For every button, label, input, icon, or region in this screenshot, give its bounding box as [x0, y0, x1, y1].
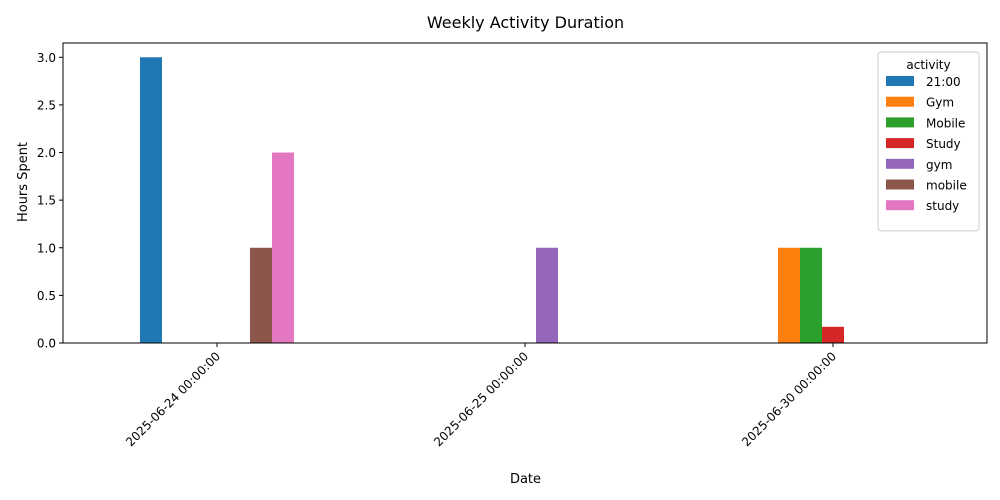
x-tick-label: 2025-06-30 00:00:00 — [739, 349, 839, 449]
bar-study-2 — [822, 326, 844, 343]
legend-swatch — [886, 158, 914, 169]
legend-label: gym — [926, 158, 952, 172]
bar-21-00-0 — [140, 57, 162, 343]
legend-label: Study — [926, 137, 961, 151]
bar-mobile-0 — [250, 247, 272, 343]
legend-swatch — [886, 76, 914, 86]
y-tick-label: 3.0 — [37, 51, 56, 65]
legend: activity 21:00 Gym Mobile Study gym mobile stud… — [877, 51, 980, 232]
y-tick-label: 1.0 — [37, 241, 56, 255]
y-tick-label: 2.0 — [37, 146, 56, 160]
y-tick-label: 0.0 — [37, 337, 56, 351]
legend-label: Gym — [926, 96, 954, 110]
bar-gym-2 — [778, 247, 800, 343]
legend-swatch — [886, 117, 914, 128]
legend-label: mobile — [926, 179, 967, 193]
bar-gym-1 — [536, 247, 558, 343]
bars-layer — [140, 57, 844, 343]
y-tick-label: 0.5 — [37, 289, 56, 303]
x-axis-label: Date — [510, 472, 541, 487]
legend-label: 21:00 — [926, 75, 961, 89]
bar-mobile-2 — [800, 247, 822, 343]
y-axis: 0.0 0.5 1.0 1.5 2.0 2.5 3.0 — [37, 51, 63, 351]
x-axis: 2025-06-24 00:00:00 2025-06-25 00:00:00 20… — [123, 343, 839, 449]
legend-label: Mobile — [926, 116, 965, 130]
x-tick-label: 2025-06-24 00:00:00 — [123, 349, 223, 449]
y-tick-label: 1.5 — [37, 194, 56, 208]
legend-swatch — [886, 96, 914, 107]
legend-swatch — [886, 138, 914, 149]
legend-swatch — [886, 200, 914, 211]
y-axis-label: Hours Spent — [16, 142, 31, 222]
x-tick-label: 2025-06-25 00:00:00 — [431, 349, 531, 449]
legend-label: study — [926, 199, 959, 213]
chart-title: Weekly Activity Duration — [427, 13, 624, 32]
legend-swatch — [886, 179, 914, 190]
y-tick-label: 2.5 — [37, 98, 56, 112]
plot-frame — [62, 42, 988, 344]
legend-title: activity — [906, 58, 950, 72]
bar-study-0 — [272, 152, 294, 343]
